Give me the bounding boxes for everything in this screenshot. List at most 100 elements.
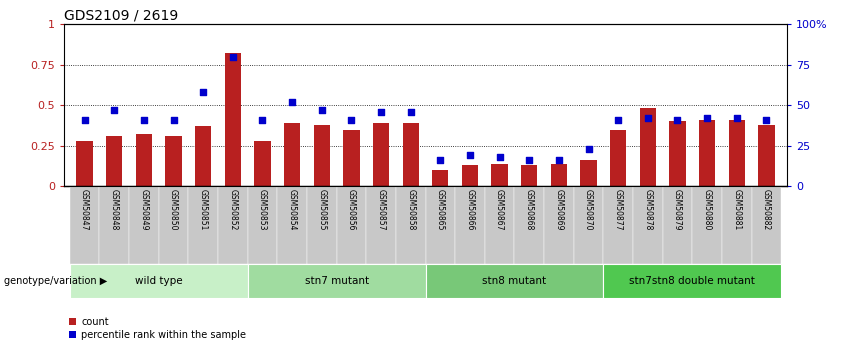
Point <box>493 154 506 160</box>
Bar <box>70 264 248 298</box>
Text: GSM50857: GSM50857 <box>376 189 386 230</box>
Bar <box>373 123 389 186</box>
Point <box>641 116 654 121</box>
Point <box>730 116 744 121</box>
Bar <box>248 264 426 298</box>
Text: GSM50855: GSM50855 <box>317 189 326 230</box>
Text: GSM50866: GSM50866 <box>465 189 475 230</box>
Bar <box>521 165 538 186</box>
Text: GSM50856: GSM50856 <box>347 189 356 230</box>
Bar <box>551 164 567 186</box>
Bar <box>670 121 686 186</box>
Text: GSM50877: GSM50877 <box>614 189 623 230</box>
Text: GSM50882: GSM50882 <box>762 189 771 230</box>
Point <box>671 117 684 122</box>
Bar <box>699 120 716 186</box>
Point <box>463 153 477 158</box>
Text: GSM50852: GSM50852 <box>228 189 237 230</box>
Bar <box>580 160 597 186</box>
Bar <box>633 186 663 264</box>
Bar <box>663 186 693 264</box>
Bar <box>515 186 544 264</box>
Bar <box>492 164 508 186</box>
Bar <box>455 186 485 264</box>
Point <box>760 117 774 122</box>
Point <box>700 116 714 121</box>
Point <box>345 117 358 122</box>
Bar <box>640 108 656 186</box>
Bar <box>693 186 722 264</box>
Bar <box>277 186 307 264</box>
Text: stn8 mutant: stn8 mutant <box>483 276 546 286</box>
Bar <box>485 186 515 264</box>
Text: stn7stn8 double mutant: stn7stn8 double mutant <box>630 276 755 286</box>
Bar <box>603 264 781 298</box>
Bar <box>188 186 218 264</box>
Point <box>582 146 596 152</box>
Text: GSM50870: GSM50870 <box>584 189 593 230</box>
Bar <box>307 186 336 264</box>
Point <box>137 117 151 122</box>
Text: GSM50850: GSM50850 <box>169 189 178 230</box>
Bar <box>610 130 626 186</box>
Point <box>77 117 91 122</box>
Text: GSM50878: GSM50878 <box>643 189 653 230</box>
Text: wild type: wild type <box>134 276 182 286</box>
Point <box>285 99 299 105</box>
Bar <box>603 186 633 264</box>
Bar <box>165 136 181 186</box>
Point <box>167 117 180 122</box>
Bar <box>129 186 158 264</box>
Text: GSM50847: GSM50847 <box>80 189 89 230</box>
Bar <box>343 130 359 186</box>
Bar <box>135 135 152 186</box>
Point <box>315 107 328 113</box>
Bar <box>106 136 123 186</box>
Bar <box>432 170 448 186</box>
Bar <box>70 186 100 264</box>
Text: GDS2109 / 2619: GDS2109 / 2619 <box>64 9 178 23</box>
Point <box>552 158 566 163</box>
Bar <box>77 141 93 186</box>
Point <box>523 158 536 163</box>
Bar <box>284 123 300 186</box>
Point <box>374 109 388 115</box>
Bar <box>248 186 277 264</box>
Bar <box>396 186 426 264</box>
Bar <box>751 186 781 264</box>
Point <box>404 109 418 115</box>
Bar <box>225 53 241 186</box>
Bar <box>426 186 455 264</box>
Bar <box>100 186 129 264</box>
Bar <box>195 126 211 186</box>
Bar <box>158 186 188 264</box>
Bar <box>426 264 603 298</box>
Text: GSM50880: GSM50880 <box>703 189 711 230</box>
Bar <box>254 141 271 186</box>
Bar <box>336 186 366 264</box>
Bar <box>758 125 774 186</box>
Text: GSM50867: GSM50867 <box>495 189 504 230</box>
Bar <box>544 186 574 264</box>
Text: stn7 mutant: stn7 mutant <box>305 276 368 286</box>
Text: GSM50879: GSM50879 <box>673 189 682 230</box>
Point <box>197 89 210 95</box>
Text: GSM50848: GSM50848 <box>110 189 119 230</box>
Bar <box>313 125 330 186</box>
Text: GSM50865: GSM50865 <box>436 189 445 230</box>
Text: GSM50868: GSM50868 <box>525 189 534 230</box>
Text: genotype/variation ▶: genotype/variation ▶ <box>4 276 107 286</box>
Text: GSM50881: GSM50881 <box>732 189 741 230</box>
Legend: count, percentile rank within the sample: count, percentile rank within the sample <box>69 317 246 340</box>
Bar <box>728 120 745 186</box>
Text: GSM50869: GSM50869 <box>554 189 563 230</box>
Point <box>611 117 625 122</box>
Bar <box>366 186 396 264</box>
Point <box>107 107 121 113</box>
Text: GSM50853: GSM50853 <box>258 189 267 230</box>
Text: GSM50851: GSM50851 <box>198 189 208 230</box>
Bar <box>218 186 248 264</box>
Point <box>255 117 269 122</box>
Point <box>433 158 447 163</box>
Text: GSM50854: GSM50854 <box>288 189 297 230</box>
